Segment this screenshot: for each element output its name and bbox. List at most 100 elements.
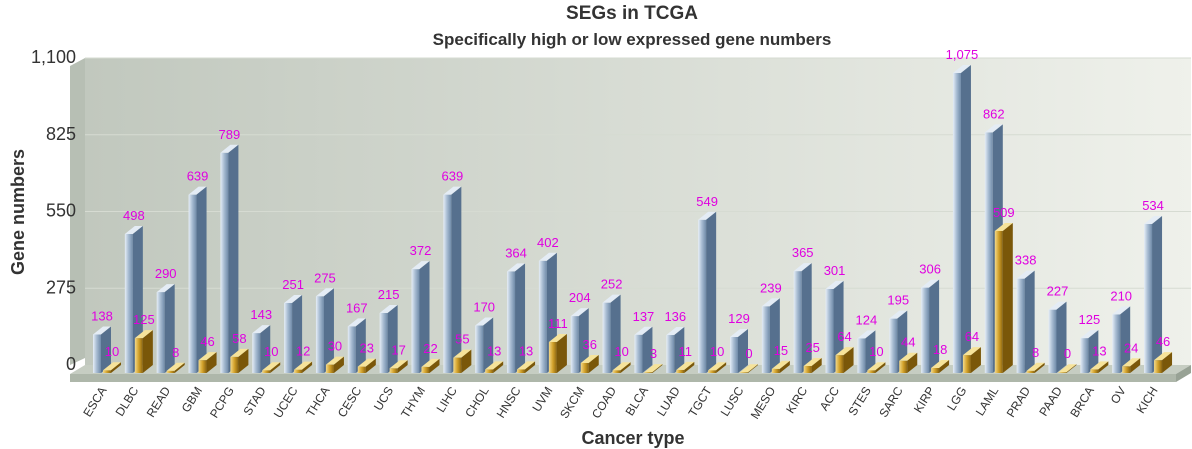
x-tick-label: UCS [371,384,396,413]
data-label: 12 [296,344,310,359]
bar [166,362,185,373]
bar-top [825,280,844,289]
bar [134,330,153,373]
bar-front [284,302,293,373]
data-label: 252 [601,277,623,292]
bar [994,222,1013,373]
bar-front [134,338,143,373]
bar-top [134,330,153,339]
bar-top [931,359,950,368]
data-label: 64 [837,329,851,344]
data-label: 0 [745,346,752,361]
bar-front [994,230,1003,373]
data-label: 17 [391,342,405,357]
bar-front [538,260,547,373]
bar [666,327,685,373]
bar-top [867,362,886,371]
bar-side [429,358,440,373]
bar [1112,306,1131,373]
bar-front [771,368,780,373]
bar-side [387,304,398,373]
bar-side [716,362,727,373]
data-label: 13 [519,343,533,358]
bar-top [899,352,918,361]
bar-side [333,356,344,373]
bar-top [698,211,717,220]
data-label: 10 [264,344,278,359]
bar-top [761,298,780,307]
data-label: 227 [1047,284,1069,299]
bar-top [103,362,121,371]
bar-front [517,369,526,373]
bar-front [93,334,101,373]
bar-top [1112,306,1131,315]
x-tick-label: THCA [303,384,332,419]
bar-front [867,370,876,373]
data-label: 239 [760,280,782,295]
bar-top [507,263,526,272]
bar-side [833,280,844,373]
bar-side [907,352,918,373]
bar [1080,330,1099,373]
x-tick-label: UCEC [271,384,301,421]
data-label: 64 [965,329,979,344]
data-label: 138 [91,308,113,323]
bar-top [443,186,462,195]
bar-side [738,328,748,373]
x-tick-label: TGCT [686,384,716,420]
bar-side [1002,222,1013,373]
bar-front [156,292,165,373]
bar-front [475,325,484,373]
bar [294,361,313,373]
data-label: 509 [993,205,1015,220]
bar-side [323,288,334,373]
bar-top [325,356,344,365]
bar [252,325,271,373]
bar [1016,270,1035,373]
x-tick-label: PAAD [1036,384,1065,419]
x-tick-label: BRCA [1067,384,1097,420]
bar-front [357,366,366,373]
x-tick-label: DLBC [113,384,142,419]
bar-top [984,124,1003,133]
bar [867,362,886,373]
y-tick-label: 0 [66,354,76,374]
bar-side [706,211,717,373]
data-label: 8 [1032,345,1039,360]
x-tick-label: READ [144,384,174,420]
bar-front [984,132,993,373]
x-tick-label: ACC [817,384,842,413]
chart-floor-side [1176,365,1191,382]
bar [357,358,376,373]
bar-side [451,186,462,373]
data-label: 124 [856,312,878,327]
bar-top [803,358,822,367]
data-label: 10 [614,344,628,359]
bar [612,362,631,373]
data-label: 10 [869,344,883,359]
bar [962,347,981,373]
bar-top [379,304,398,313]
bar [1144,215,1163,373]
bar [93,326,111,373]
bar-top [1016,270,1035,279]
bar-front [166,370,175,373]
bar-side [1056,301,1067,373]
bar-front [857,338,866,373]
bar [952,64,971,374]
bar-top [1090,361,1109,370]
bar-front [1058,372,1067,373]
bar-side [196,186,207,373]
bar [103,362,121,373]
data-label: 24 [1124,340,1138,355]
data-label: 215 [378,287,400,302]
data-label: 13 [1092,343,1106,358]
bar [771,360,790,373]
bar [708,362,727,373]
x-tick-label: UVM [529,384,555,414]
bar-front [315,296,324,373]
bar-front [252,333,261,373]
bar-side [1162,352,1173,373]
data-label: 639 [187,169,209,184]
data-label: 15 [774,343,788,358]
